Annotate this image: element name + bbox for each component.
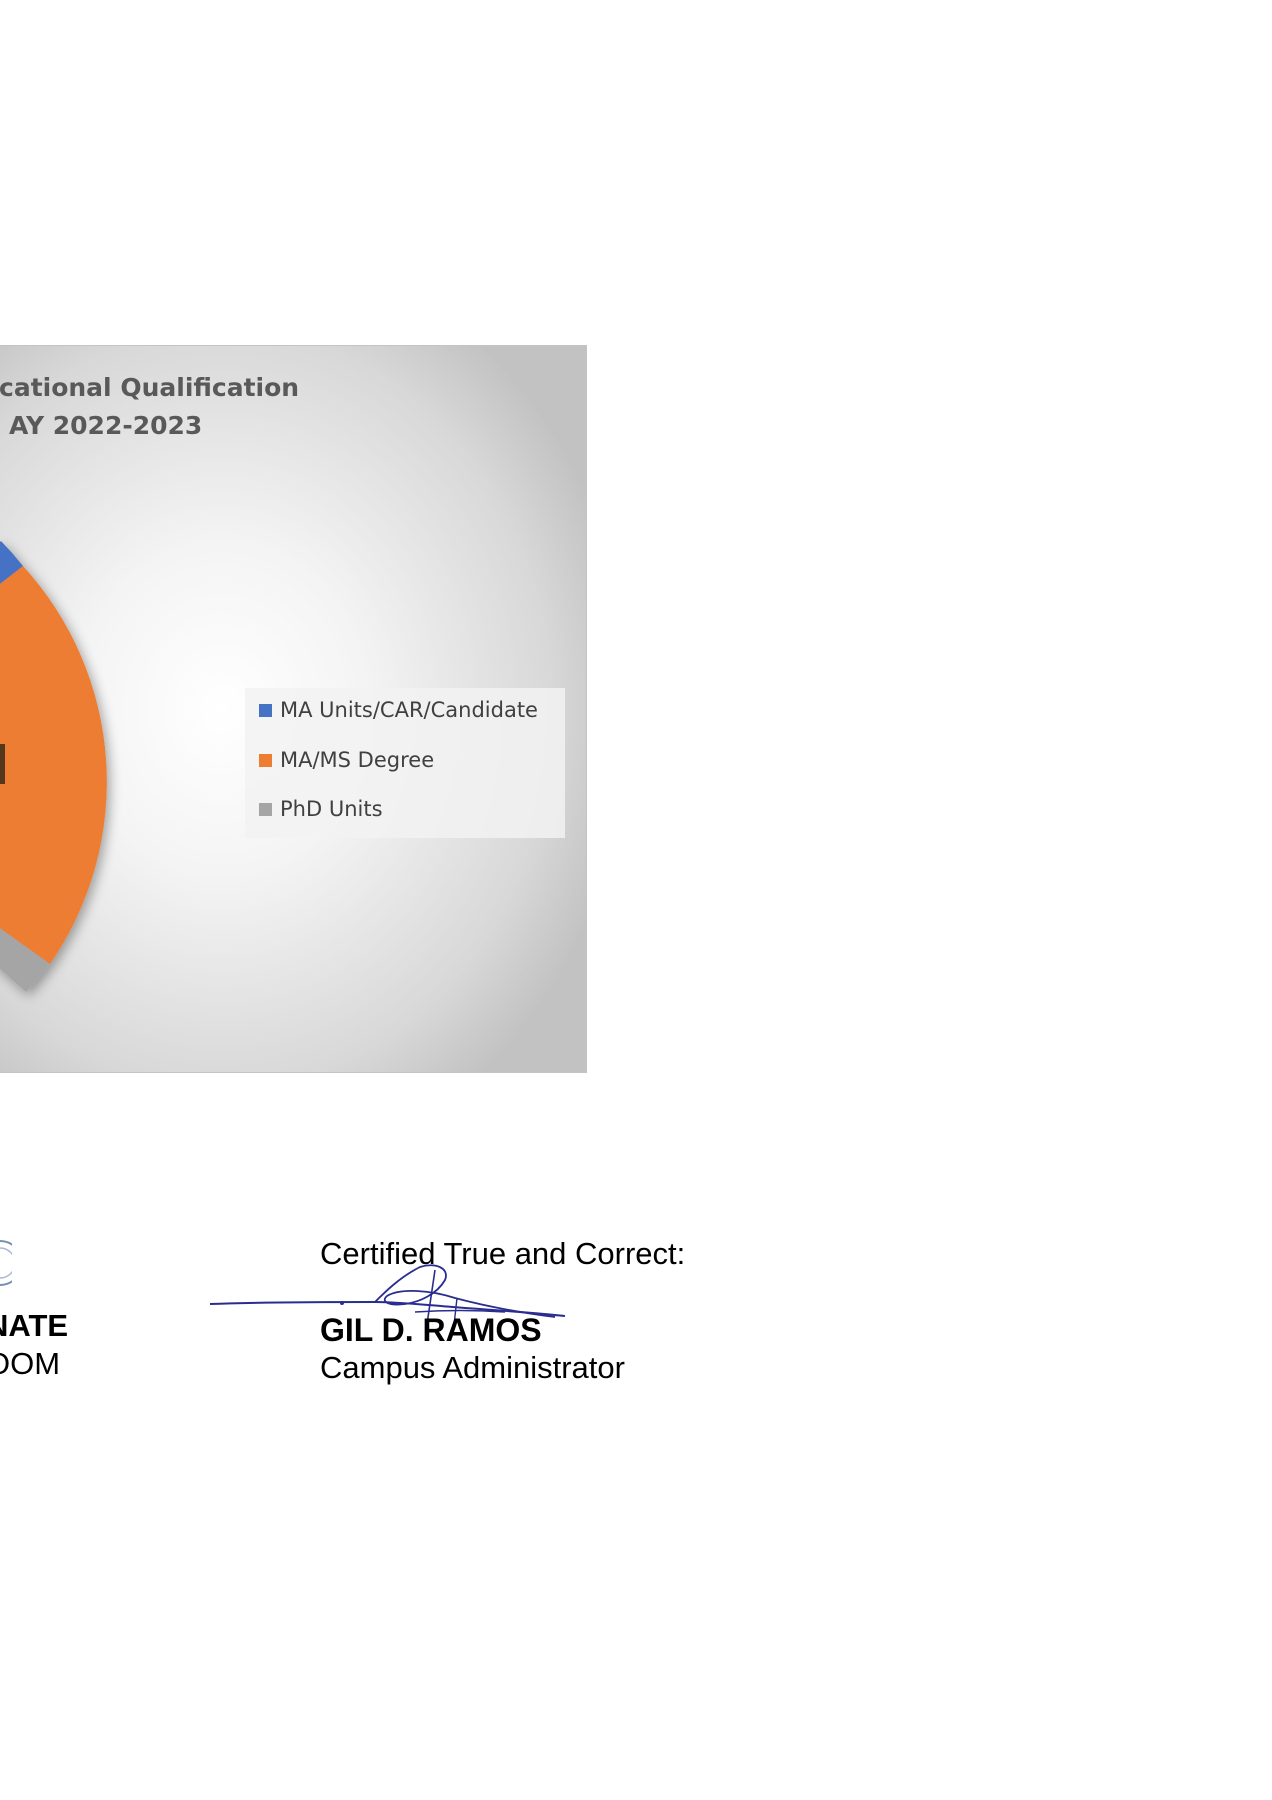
pie-chart — [0, 541, 107, 992]
data-label-fragment — [0, 744, 5, 784]
legend-label: MA/MS Degree — [280, 748, 435, 772]
legend-label: PhD Units — [280, 797, 383, 821]
legend-label: MA Units/CAR/Candidate — [280, 698, 538, 722]
legend-swatch-orange — [259, 753, 272, 767]
legend-item-ma-ms-degree: MA/MS Degree — [259, 747, 434, 773]
chart-title: cational Qualification AY 2022-2023 — [0, 369, 299, 445]
legend-item-ma-units: MA Units/CAR/Candidate — [259, 697, 538, 723]
chart-legend: MA Units/CAR/Candidate MA/MS Degree PhD … — [245, 688, 565, 838]
certification-caption: Certified True and Correct: — [320, 1236, 686, 1271]
pie-slice-phd-units — [0, 928, 50, 992]
pie-slice-ma-ms-degree — [0, 566, 107, 964]
legend-swatch-blue — [259, 703, 272, 717]
right-signatory-title: Campus Administrator — [320, 1350, 625, 1385]
legend-item-phd-units: PhD Units — [259, 796, 383, 822]
right-signatory-name: GIL D. RAMOS — [320, 1312, 542, 1348]
legend-swatch-gray — [259, 802, 272, 816]
left-signatory-name: NATE — [0, 1308, 69, 1343]
pie-slice-ma-units — [0, 541, 23, 584]
left-signatory-title: OOM — [0, 1346, 61, 1381]
chart-panel: cational Qualification AY 2022-2023 MA U… — [0, 345, 587, 1073]
seal-icon — [0, 1240, 12, 1286]
chart-title-line-2: AY 2022-2023 — [9, 411, 203, 440]
chart-title-line-1: cational Qualification — [0, 373, 300, 402]
